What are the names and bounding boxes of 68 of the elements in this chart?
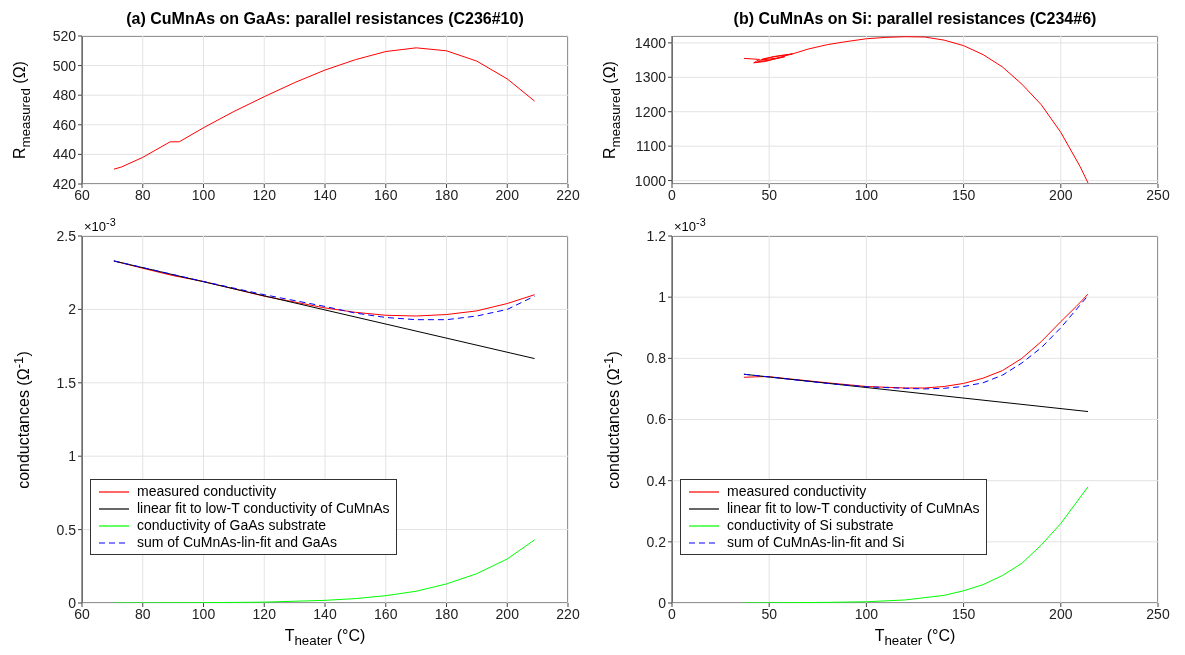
- y-tick-label: 2: [68, 301, 77, 318]
- y-tick-label: 420: [52, 175, 77, 192]
- y-tick-label: 0.2: [646, 533, 667, 550]
- legend-label: conductivity of Si substrate: [727, 517, 894, 535]
- x-tick-label: 200: [495, 605, 520, 622]
- y-tick-label: 2.5: [56, 227, 77, 244]
- y-tick-label: 1400: [634, 34, 667, 51]
- line-series: [743, 36, 1089, 184]
- line-series: [113, 47, 536, 170]
- x-tick-label: 150: [951, 605, 976, 622]
- x-tick-label: 250: [1146, 605, 1170, 622]
- y-tick-label: 460: [52, 116, 77, 133]
- legend-label: measured conductivity: [137, 483, 277, 501]
- x-tick-label: 100: [191, 186, 216, 203]
- y-tick-label: 0.5: [56, 521, 77, 538]
- x-tick-label: 100: [854, 605, 879, 622]
- text: ×10$^{-3}$: [84, 216, 116, 235]
- x-tick-label: 120: [252, 605, 277, 622]
- legend-label: linear fit to low-T conductivity of CuMnAs: [727, 500, 980, 518]
- x-tick-label: 60: [74, 186, 90, 203]
- x-tick-label: 180: [434, 186, 459, 203]
- x-tick-label: 120: [252, 186, 277, 203]
- y-tick-label: 440: [52, 146, 77, 163]
- x-tick-label: 140: [313, 605, 337, 622]
- y-tick-label: 1100: [635, 138, 667, 155]
- y-tick-label: 0: [68, 594, 77, 611]
- y-tick-label: 1000: [634, 172, 667, 189]
- x-tick-label: 160: [374, 186, 398, 203]
- chart-title: (a) CuMnAs on GaAs: parallel resistances (C236#10): [125, 10, 525, 28]
- x-tick-label: 220: [556, 186, 580, 203]
- x-tick-label: 140: [313, 186, 337, 203]
- y-tick-label: 1.2: [646, 227, 667, 244]
- x-tick-label: 100: [191, 605, 216, 622]
- y-tick-label: 480: [52, 87, 77, 104]
- y-tick-label: 1: [658, 289, 667, 306]
- y-tick-label: 1: [68, 448, 77, 465]
- legend-label: measured conductivity: [727, 483, 867, 501]
- x-tick-label: 180: [434, 605, 459, 622]
- x-tick-label: 250: [1146, 186, 1170, 203]
- x-tick-label: 220: [556, 605, 580, 622]
- y-tick-label: 520: [52, 27, 77, 44]
- y-tick-label: 1200: [634, 103, 667, 120]
- x-tick-label: 50: [761, 605, 778, 622]
- legend-label: conductivity of GaAs substrate: [137, 517, 327, 535]
- x-tick-label: 160: [374, 605, 398, 622]
- y-tick-label: 0.8: [646, 350, 667, 367]
- x-tick-label: 80: [134, 605, 151, 622]
- x-tick-label: 100: [854, 186, 879, 203]
- x-tick-label: 200: [1049, 186, 1073, 203]
- y-tick-label: 1.5: [56, 374, 77, 391]
- x-tick-label: 200: [495, 186, 520, 203]
- y-tick-label: 500: [52, 57, 77, 74]
- x-tick-label: 50: [761, 186, 778, 203]
- chart-title: (b) CuMnAs on Si: parallel resistances (C234#6): [732, 10, 1098, 28]
- y-tick-label: 0: [658, 594, 667, 611]
- legend-label: sum of CuMnAs-lin-fit and GaAs: [137, 534, 337, 552]
- text: ×10$^{-3}$: [674, 216, 706, 235]
- y-tick-label: 1300: [634, 69, 667, 86]
- x-tick-label: 60: [74, 605, 90, 622]
- x-tick-label: 150: [951, 186, 976, 203]
- x-tick-label: 80: [134, 186, 151, 203]
- y-tick-label: 0.4: [646, 472, 667, 489]
- legend-label: sum of CuMnAs-lin-fit and Si: [727, 534, 905, 552]
- x-axis-title: T$_{heater}$ (°C): [873, 627, 957, 649]
- x-tick-label: 200: [1049, 605, 1073, 622]
- y-tick-label: 0.6: [646, 411, 667, 428]
- x-axis-title: T$_{heater}$ (°C): [283, 627, 367, 649]
- legend-label: linear fit to low-T conductivity of CuMnAs: [137, 500, 390, 518]
